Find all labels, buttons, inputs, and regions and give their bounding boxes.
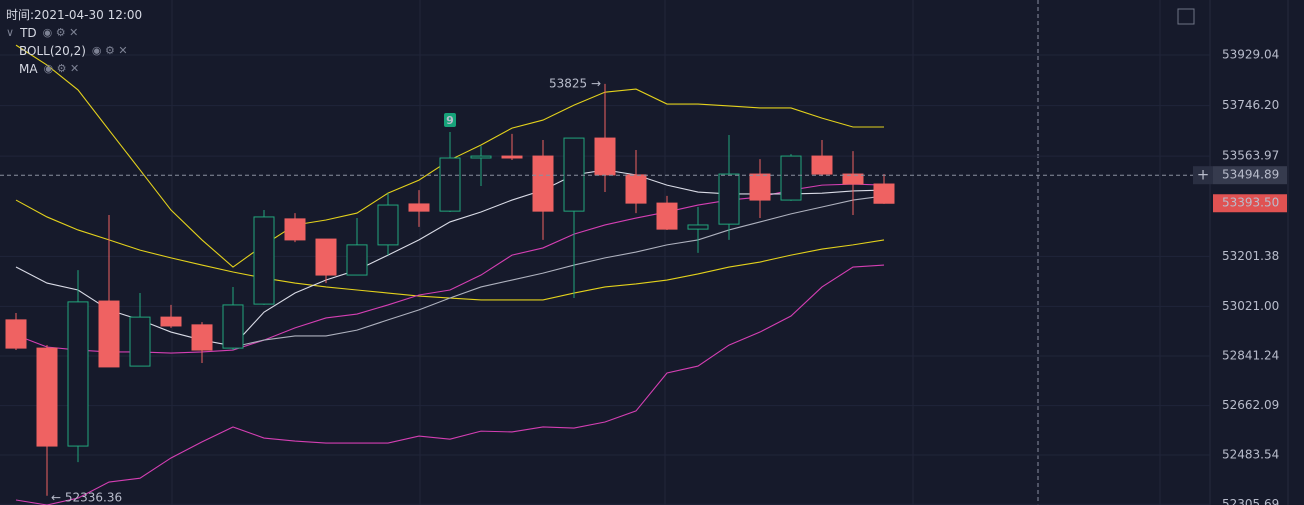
- y-tick-label: 52483.54: [1222, 448, 1279, 462]
- candle-body: [439, 157, 461, 212]
- candle-body: [129, 316, 151, 367]
- indicator-name: TD: [20, 26, 37, 40]
- candle-body: [284, 218, 306, 241]
- candle-body: [408, 203, 430, 212]
- candle-body: [36, 347, 58, 447]
- indicator-name: BOLL(20,2): [19, 44, 86, 58]
- indicator[interactable]: MA ◉ ⚙ ✕: [19, 62, 80, 76]
- candle-body: [718, 173, 740, 225]
- y-tick-label: 53201.38: [1222, 249, 1279, 263]
- candle-body: [470, 155, 492, 159]
- candle-body: [594, 137, 616, 176]
- y-tick-label: 52662.09: [1222, 398, 1279, 412]
- last-price: 53393.50: [1222, 196, 1279, 210]
- candle-body: [346, 244, 368, 276]
- y-tick-label: 52305.69: [1222, 497, 1279, 505]
- candle-body: [98, 300, 120, 368]
- candle-body: [315, 238, 337, 276]
- candle-body: [532, 155, 554, 212]
- candle-body: [253, 216, 275, 305]
- candle-body: [687, 224, 709, 230]
- fullscreen-button[interactable]: [1177, 8, 1195, 25]
- v-grid: [171, 0, 1161, 505]
- y-tick-label: 53021.00: [1222, 299, 1279, 313]
- crosshair-price: 53494.89: [1222, 168, 1279, 182]
- y-tick-label: 52841.24: [1222, 349, 1279, 363]
- y-tick-label: 53929.04: [1222, 48, 1279, 62]
- indicator[interactable]: BOLL(20,2) ◉ ⚙ ✕: [19, 44, 128, 58]
- y-tick-label: 53563.97: [1222, 149, 1279, 163]
- indicator-line: [15, 264, 885, 505]
- candle-body: [780, 155, 802, 201]
- low-label: ← 52336.36: [51, 490, 122, 504]
- candle-body: [563, 137, 585, 212]
- td-label: 9: [446, 114, 454, 127]
- candle-body: [811, 155, 833, 175]
- indicator-name: MA: [19, 62, 38, 76]
- candle-body: [5, 319, 27, 349]
- candle-body: [501, 155, 523, 159]
- candle-body: [842, 173, 864, 185]
- candle-body: [625, 174, 647, 204]
- td-badge: [444, 112, 456, 127]
- last-price-tag: [1213, 194, 1287, 213]
- candle-body: [377, 204, 399, 246]
- crosshair-plus: +: [1197, 166, 1210, 184]
- indicator[interactable]: ∨ TD ◉ ⚙ ✕: [6, 26, 79, 40]
- indicator-line: [232, 195, 885, 348]
- time-label: 时间:2021-04-30 12:00: [6, 8, 143, 22]
- candle-body: [656, 202, 678, 230]
- legend: 时间:2021-04-30 12:00 ∨ TD ◉ ⚙ ✕ BOLL(20,2) ◉…: [6, 6, 142, 78]
- candle-body: [873, 183, 895, 204]
- crosshair-plus-box: [1193, 166, 1213, 185]
- candle-body: [160, 316, 182, 327]
- candle-body: [222, 304, 244, 349]
- high-label: 53825 →: [549, 76, 601, 90]
- candle-body: [67, 301, 89, 447]
- candle-body: [749, 173, 771, 201]
- y-tick-label: 53746.20: [1222, 98, 1279, 112]
- crosshair-tag: [1213, 166, 1287, 185]
- candle-body: [191, 324, 213, 351]
